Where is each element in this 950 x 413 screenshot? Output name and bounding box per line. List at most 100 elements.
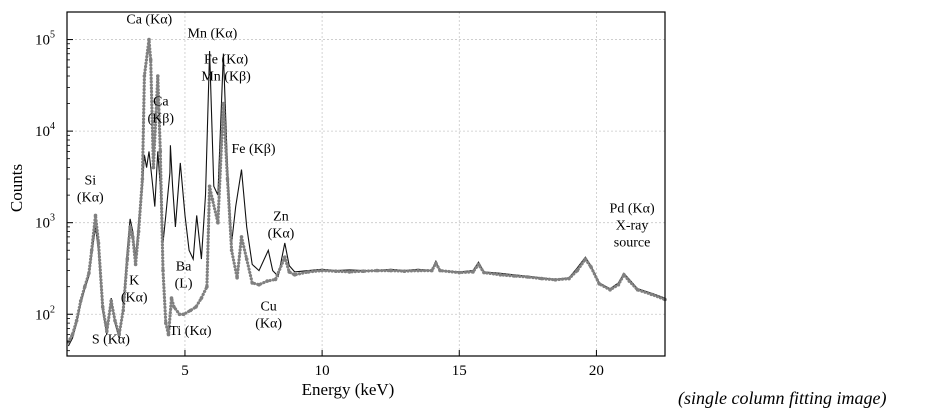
fitted-point (526, 275, 530, 279)
fitted-point (216, 220, 220, 225)
fitted-point (194, 305, 198, 309)
fitted-point (287, 270, 292, 274)
fitted-point (125, 257, 130, 261)
fitted-point (156, 74, 160, 78)
fitted-point (161, 268, 165, 273)
fitted-point (273, 277, 278, 282)
peak-label: Zn (Kα) (268, 210, 295, 242)
peak-label: K (Kα) (121, 274, 148, 306)
fitted-point (83, 284, 87, 289)
fitted-point (136, 229, 141, 234)
peak-label: Si (Kα) (77, 174, 104, 206)
fitted-point (151, 165, 156, 170)
fitted-point (181, 312, 186, 317)
peak-label: Fe (Kα) Mn (Kβ) (201, 52, 251, 84)
fitted-point (172, 305, 176, 309)
fitted-point (476, 262, 481, 267)
data-series (66, 37, 667, 347)
x-tick-label: 10 (315, 363, 330, 379)
fitted-point (158, 149, 163, 154)
peak-label: Cu (Kα) (255, 299, 282, 331)
fitted-point (210, 197, 215, 202)
fitted-point (616, 282, 621, 287)
x-tick-label: 15 (452, 363, 467, 379)
fitted-point (583, 257, 588, 261)
gridlines (67, 12, 665, 356)
fitted-point (283, 255, 287, 259)
plot-background (67, 12, 665, 356)
fitted-point (229, 248, 234, 253)
fitted-point (100, 305, 105, 309)
fitted-point (121, 308, 125, 313)
fitted-point (131, 235, 135, 239)
peak-label: Ca (Kβ) (148, 95, 175, 127)
x-tick-label: 20 (589, 363, 604, 379)
fitted-point (207, 184, 212, 189)
fitted-point (70, 332, 75, 337)
fitted-point (74, 318, 79, 323)
fitted-point (512, 274, 516, 278)
fitted-point (188, 308, 193, 313)
y-tick-label: 102 (35, 304, 55, 323)
fitted-point (292, 273, 297, 277)
fitted-point (498, 273, 503, 277)
fitted-point (539, 276, 544, 281)
fitted-point (205, 284, 209, 289)
fitted-point (597, 282, 601, 286)
fitted-point (78, 299, 83, 303)
fitted-point (402, 269, 407, 274)
y-tick-label: 103 (35, 213, 55, 232)
fitted-point (265, 279, 270, 283)
y-axis-title: Counts (7, 164, 26, 212)
y-axis-ticks: 102 103 104 105 (35, 11, 73, 352)
peak-label: Fe (Kβ) (232, 142, 276, 157)
fitted-point (235, 276, 239, 280)
fitted-point (416, 268, 420, 273)
fitted-point (96, 241, 101, 245)
x-axis-ticks: 5 10 15 20 (181, 350, 604, 379)
fitted-point (177, 312, 182, 317)
fitted-point (320, 268, 324, 273)
fitted-point (166, 332, 171, 337)
x-axis-title: Energy (keV) (302, 380, 395, 399)
fitted-point (361, 269, 366, 274)
fitted-point (148, 58, 153, 62)
fitted-point (434, 261, 438, 266)
peak-label: Mn (Kα) (188, 27, 238, 42)
fitted-point (482, 270, 486, 275)
fitted-point (457, 270, 462, 275)
y-tick-label: 104 (35, 121, 55, 140)
fitted-point (438, 268, 442, 273)
fitted-point (257, 282, 261, 287)
fitted-point (239, 235, 244, 239)
fitted-point (199, 296, 204, 300)
fitted-point (105, 329, 109, 334)
fitted-point (589, 265, 593, 269)
fitted-point (169, 296, 174, 300)
fitted-point (250, 281, 254, 285)
fitted-point (133, 262, 138, 267)
fitted-point (635, 288, 640, 292)
fitted-point (388, 268, 393, 273)
fitted-point (128, 225, 132, 229)
fitted-point (375, 268, 379, 273)
fitted-point (117, 332, 121, 337)
peak-label: Ba (L) (175, 260, 193, 292)
peak-label: Ti (Kα) (169, 324, 212, 339)
fitted-point (306, 270, 311, 274)
fitted-point (553, 278, 558, 282)
fitted-point (649, 292, 654, 297)
fitted-point (334, 269, 338, 274)
y-tick-label: 105 (35, 30, 55, 49)
fitted-point (627, 279, 632, 283)
x-tick-label: 5 (181, 363, 189, 379)
fitted-point (89, 248, 94, 253)
fitted-point (471, 270, 475, 274)
fitted-point (113, 318, 117, 323)
fitted-point (109, 299, 113, 303)
fitted-point (244, 257, 249, 261)
fitted-point (221, 101, 226, 106)
fitted-point (142, 74, 147, 78)
fitted-point (225, 177, 230, 181)
